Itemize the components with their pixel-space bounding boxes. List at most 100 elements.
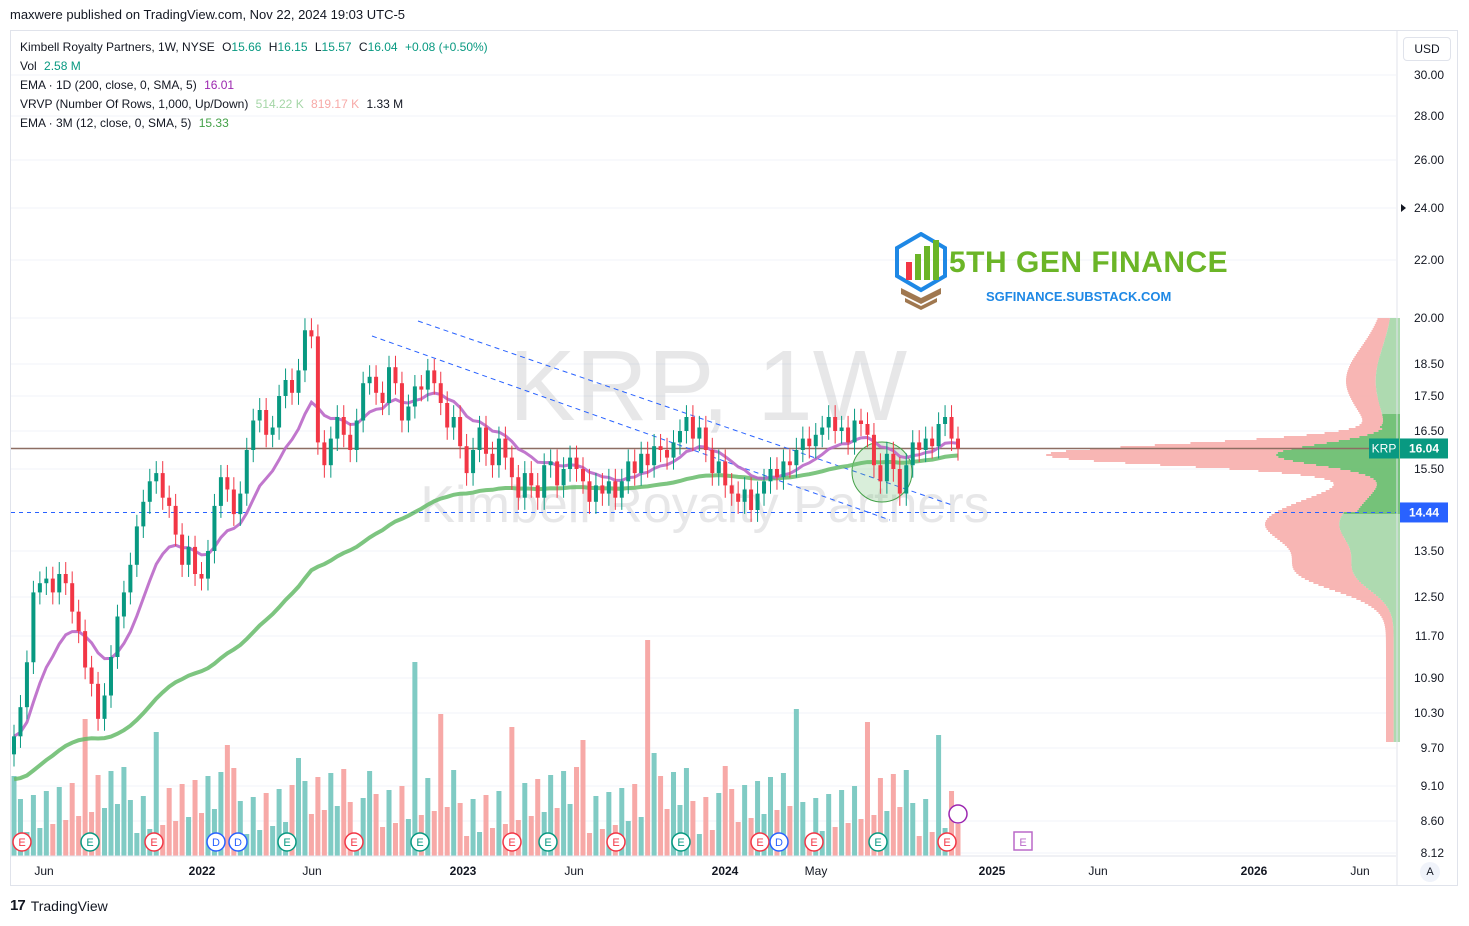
vrvp-down-bar — [1277, 538, 1345, 540]
volume-bar — [477, 832, 483, 856]
candle-body — [658, 446, 663, 450]
vrvp-up-bar — [1348, 544, 1400, 546]
volume-bar — [218, 772, 224, 856]
candle-body — [690, 417, 695, 439]
candle-body — [930, 438, 935, 447]
legend-ema200: EMA · 1D (200, close, 0, SMA, 5) 16.01 — [20, 76, 488, 95]
event-marker-label: E — [350, 837, 357, 849]
tradingview-footer[interactable]: 17 TradingView — [10, 897, 108, 914]
vrvp-down-bar — [1350, 362, 1378, 364]
vrvp-down-bar — [1301, 500, 1366, 502]
vrvp-down-bar — [1362, 418, 1383, 420]
time-axis[interactable]: Jun 2022 Jun 2023 Jun 2024 May 2025 Jun 2026 Jun — [11, 855, 1396, 878]
earnings-marker-icon — [12, 832, 32, 852]
candle-body — [891, 453, 896, 469]
vrvp-up-bar — [1361, 582, 1400, 584]
candle-body — [846, 427, 851, 443]
vrvp-up-bar — [1363, 502, 1400, 504]
vrvp-up-bar — [1389, 610, 1400, 612]
time-tick-label: Jun — [1088, 864, 1107, 878]
vrvp-up-bar — [1387, 330, 1400, 332]
price-tick-label: 20.00 — [1414, 311, 1444, 325]
volume-bar — [677, 805, 683, 856]
vrvp-down-bar — [1355, 426, 1380, 428]
vrvp-down-bar — [1360, 600, 1383, 602]
volume-bar — [509, 727, 515, 856]
vrvp-up-bar — [1376, 388, 1400, 390]
volume-bar — [192, 780, 198, 856]
vrvp-up-bar — [1376, 482, 1400, 484]
vrvp-up-bar — [1351, 558, 1400, 560]
candle-body — [593, 485, 598, 502]
vrvp-down-bar — [1269, 532, 1342, 534]
volume-bar — [916, 836, 922, 856]
brand-url[interactable]: SGFINANCE.SUBSTACK.COM — [986, 289, 1172, 304]
price-tick-label: 9.10 — [1421, 779, 1445, 793]
legend-vrvp-down: 819.17 K — [311, 97, 360, 111]
candle-body — [665, 450, 670, 458]
vrvp-down-bar — [1380, 614, 1392, 616]
volume-bar — [690, 801, 696, 856]
vrvp-up-bar — [1361, 504, 1400, 506]
vrvp-down-bar — [1370, 332, 1387, 334]
candle-body — [535, 485, 540, 498]
vrvp-up-bar — [1383, 344, 1400, 346]
volume-bar — [658, 776, 664, 856]
candle-body — [154, 473, 159, 482]
vrvp-down-bar — [1385, 636, 1394, 638]
price-axis[interactable]: 30.00 28.00 26.00 24.00 22.00 20.00 18.50 17.50… — [1369, 31, 1448, 885]
volume-bar — [548, 775, 554, 856]
vrvp-up-bar — [1384, 340, 1400, 342]
vrvp-down-bar — [1361, 416, 1383, 418]
candle-body — [794, 450, 799, 466]
volume-bar — [722, 766, 728, 856]
candle-body — [315, 336, 320, 443]
vrvp-up-bar — [1384, 602, 1400, 604]
candle-body — [361, 383, 366, 421]
volume-bar — [632, 784, 638, 856]
candle-body — [852, 420, 857, 443]
volume-bar — [845, 823, 851, 856]
currency-button[interactable]: USD — [1403, 37, 1451, 61]
candle-body — [128, 564, 133, 593]
vrvp-down-bar — [1353, 402, 1379, 404]
vrvp-down-bar — [1286, 506, 1361, 508]
candle-body — [147, 481, 152, 502]
vrvp-up-bar — [1365, 500, 1400, 502]
candle-body — [904, 465, 909, 494]
vrvp-up-bar — [1386, 334, 1400, 336]
candle-body — [787, 461, 792, 466]
vrvp-down-bar — [1347, 390, 1377, 392]
vrvp-down-bar — [1356, 598, 1381, 600]
volume-bar — [270, 826, 276, 856]
candle-body — [302, 330, 307, 371]
ticker-label-box — [1369, 438, 1399, 459]
earnings-marker-icon — [606, 832, 626, 852]
dividend-marker-icon — [228, 832, 248, 852]
vrvp-down-bar — [1377, 318, 1390, 320]
candles[interactable] — [12, 318, 960, 767]
tradingview-logo-icon: 17 — [10, 897, 26, 914]
vrvp-down-bar — [1052, 456, 1279, 458]
volume-bar — [302, 781, 308, 856]
vrvp-down-bar — [1386, 670, 1394, 672]
vrvp-down-bar — [1313, 582, 1362, 584]
vrvp-down-bar — [1372, 328, 1388, 330]
vrvp-down-bar — [1274, 512, 1344, 514]
vrvp-up-bar — [1351, 556, 1400, 558]
vrvp-down-bar — [1367, 336, 1386, 338]
vrvp-down-bar — [1366, 338, 1385, 340]
candle-body — [451, 417, 456, 428]
legend-vol-label: Vol — [20, 59, 37, 73]
vrvp-up-bar — [1389, 322, 1400, 324]
earnings-marker-icon — [344, 832, 364, 852]
candle-body — [264, 410, 269, 435]
vrvp-down-bar — [1386, 682, 1394, 684]
candle-body — [820, 427, 825, 435]
vrvp-down-bar — [1346, 382, 1376, 384]
vrvp-down-bar — [1271, 514, 1343, 516]
vrvp-up-bar — [1339, 524, 1400, 526]
auto-scale-button[interactable]: A — [1420, 862, 1440, 882]
